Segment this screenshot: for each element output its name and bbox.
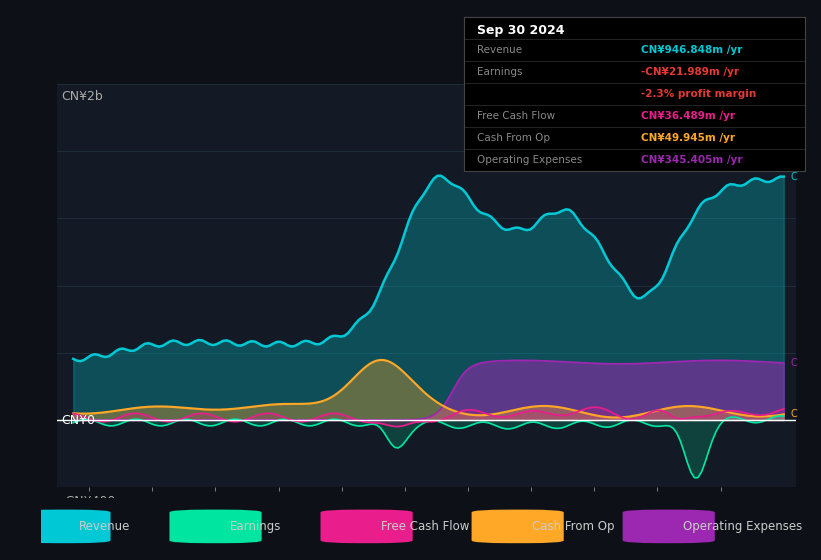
Text: Free Cash Flow: Free Cash Flow [381, 520, 470, 533]
Text: Revenue: Revenue [79, 520, 131, 533]
Text: CN¥0: CN¥0 [62, 413, 95, 427]
Text: -2.3% profit margin: -2.3% profit margin [641, 89, 756, 99]
Text: C: C [791, 358, 797, 368]
FancyBboxPatch shape [169, 510, 262, 543]
Text: Cash From Op: Cash From Op [478, 133, 551, 143]
Text: Earnings: Earnings [478, 67, 523, 77]
Text: CN¥49.945m /yr: CN¥49.945m /yr [641, 133, 735, 143]
Text: C: C [791, 409, 797, 419]
FancyBboxPatch shape [18, 510, 111, 543]
Text: Cash From Op: Cash From Op [532, 520, 614, 533]
Text: CN¥345.405m /yr: CN¥345.405m /yr [641, 155, 742, 165]
Text: Sep 30 2024: Sep 30 2024 [478, 24, 565, 37]
Text: CN¥36.489m /yr: CN¥36.489m /yr [641, 111, 735, 121]
Text: Operating Expenses: Operating Expenses [683, 520, 802, 533]
FancyBboxPatch shape [622, 510, 715, 543]
Text: Earnings: Earnings [230, 520, 282, 533]
Text: Operating Expenses: Operating Expenses [478, 155, 583, 165]
FancyBboxPatch shape [320, 510, 413, 543]
FancyBboxPatch shape [471, 510, 564, 543]
Text: C: C [791, 171, 797, 181]
Text: CN¥2b: CN¥2b [62, 90, 103, 103]
Text: Revenue: Revenue [478, 45, 523, 55]
Text: CN¥946.848m /yr: CN¥946.848m /yr [641, 45, 742, 55]
Text: -CN¥400m: -CN¥400m [62, 495, 127, 508]
Text: -CN¥21.989m /yr: -CN¥21.989m /yr [641, 67, 739, 77]
Text: Free Cash Flow: Free Cash Flow [478, 111, 556, 121]
